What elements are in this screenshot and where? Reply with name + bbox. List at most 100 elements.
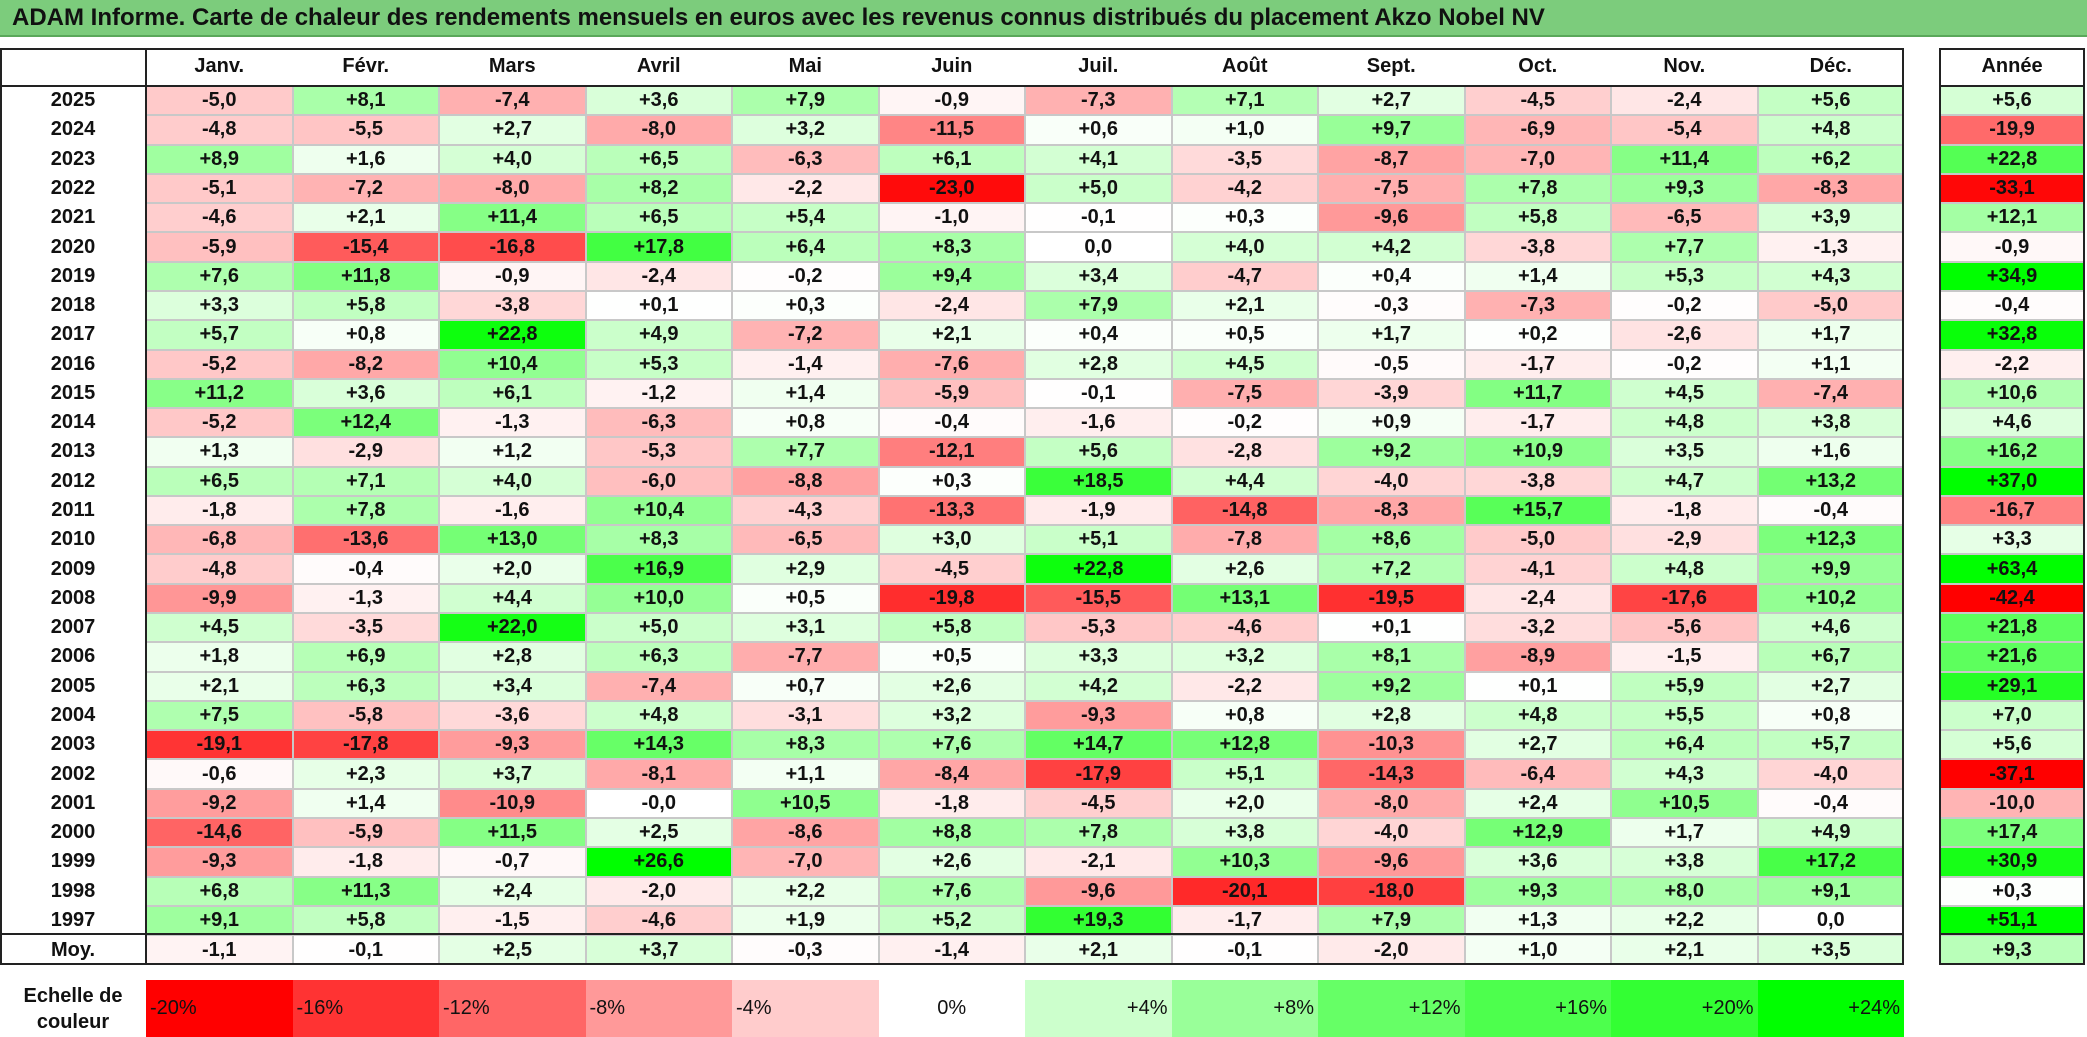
heatmap-cell: +0,5 [1171,320,1318,350]
heatmap-cell: +0,4 [1318,261,1465,291]
color-scale-swatch: +24% [1757,980,1904,1037]
heatmap-cell: -1,8 [146,495,293,526]
heatmap-cell: +6,1 [878,144,1025,174]
heatmap-cell: +6,3 [585,642,732,672]
heatmap-cell: +5,8 [1464,203,1611,233]
heatmap-cell: +9,7 [1318,115,1465,145]
heatmap-cell: -5,9 [878,378,1025,409]
heatmap-cell: -5,9 [146,232,293,262]
annual-cell: -0,9 [1939,232,2085,262]
heatmap-cell: +14,7 [1025,730,1172,760]
heatmap-cell: -17,8 [292,730,439,760]
heatmap-cell: +2,6 [1171,554,1318,584]
heatmap-cell: +2,9 [732,554,879,584]
annual-cell: +10,6 [1939,378,2085,409]
heatmap-cell: -7,0 [732,847,879,877]
heatmap-cell: +10,5 [732,788,879,818]
annual-cell: +30,9 [1939,847,2085,877]
annual-cell: +0,3 [1939,876,2085,906]
heatmap-cell: +3,6 [585,86,732,116]
heatmap-cell: -13,6 [292,525,439,555]
color-scale-swatch: +16% [1464,980,1611,1037]
annual-cell: +37,0 [1939,466,2085,496]
heatmap-cell: -8,4 [878,759,1025,789]
heatmap-cell: +11,8 [292,261,439,291]
heatmap-cell: -0,2 [732,261,879,291]
heatmap-cell: -18,0 [1318,876,1465,906]
year-label: 2022 [50,176,96,199]
heatmap-cell: +2,0 [439,554,586,584]
color-scale-swatch: 0% [878,980,1025,1037]
heatmap-cell: -9,6 [1318,847,1465,877]
heatmap-cell: +4,8 [1611,408,1758,438]
heatmap-cell: +0,9 [1318,408,1465,438]
annual-header: Année [1981,55,2043,77]
heatmap-cell: +8,1 [292,86,439,116]
heatmap-cell: +0,8 [1171,700,1318,731]
heatmap-cell: +3,3 [146,290,293,321]
heatmap-cell: -1,3 [439,408,586,438]
heatmap-cell: +15,7 [1464,495,1611,526]
heatmap-cell: -6,9 [1464,115,1611,145]
heatmap-cell: +17,2 [1757,847,1904,877]
annual-cell: +4,6 [1939,408,2085,438]
heatmap-cell: -16,8 [439,232,586,262]
heatmap-cell: -0,9 [439,261,586,291]
heatmap-cell: -0,1 [1025,378,1172,409]
heatmap-cell: -9,3 [1025,700,1172,731]
heatmap-cell: +2,6 [878,847,1025,877]
heatmap-cell: -7,4 [439,86,586,116]
heatmap-cell: -1,8 [878,788,1025,818]
heatmap-cell: +0,8 [1757,700,1904,731]
heatmap-cell: -1,6 [439,495,586,526]
heatmap-cell: -0,2 [1611,349,1758,379]
heatmap-cell: -17,9 [1025,759,1172,789]
year-label: 2000 [50,821,96,844]
heatmap-cell: +2,1 [1171,290,1318,321]
annual-cell: +21,8 [1939,613,2085,643]
year-label: 2016 [50,352,96,375]
heatmap-cell: 0,0 [1025,232,1172,262]
heatmap-cell: +0,1 [1464,671,1611,701]
heatmap-cell: +10,3 [1171,847,1318,877]
heatmap-cell: -6,3 [585,408,732,438]
heatmap-cell: +11,5 [439,818,586,848]
heatmap-cell: +1,7 [1318,320,1465,350]
heatmap-cell: +0,4 [1025,320,1172,350]
heatmap-cell: -0,1 [1025,203,1172,233]
heatmap-cell: -0,0 [585,788,732,818]
heatmap-cell: +4,9 [1757,818,1904,848]
heatmap-cell: -2,0 [585,876,732,906]
heatmap-cell: +0,6 [1025,115,1172,145]
heatmap-cell: -15,4 [292,232,439,262]
heatmap-cell: +2,7 [439,115,586,145]
heatmap-cell: -7,3 [1025,86,1172,116]
year-label: 2008 [50,586,96,609]
annual-cell: +29,1 [1939,671,2085,701]
heatmap-cell: +0,1 [1318,613,1465,643]
heatmap-cell: +7,9 [732,86,879,116]
heatmap-cell: +3,2 [878,700,1025,731]
heatmap-cell: +3,2 [1171,642,1318,672]
heatmap-cell: -9,3 [439,730,586,760]
year-label: 2019 [50,264,96,287]
heatmap-cell: +5,9 [1611,671,1758,701]
heatmap-cell: -8,3 [1757,173,1904,204]
heatmap-cell: +1,2 [439,437,586,467]
heatmap-cell: -3,1 [732,700,879,731]
heatmap-cell: +9,3 [1464,876,1611,906]
heatmap-cell: -8,0 [439,173,586,204]
heatmap-cell: -7,2 [292,173,439,204]
heatmap-cell: +7,8 [1025,818,1172,848]
heatmap-cell: +6,3 [292,671,439,701]
heatmap-cell: +4,5 [1611,378,1758,409]
heatmap-cell: +7,5 [146,700,293,731]
heatmap-cell: +6,4 [1611,730,1758,760]
heatmap-cell: +0,2 [1464,320,1611,350]
heatmap-cell: +4,7 [1611,466,1758,496]
header-separator [1939,85,2085,87]
heatmap-cell: +5,1 [1025,525,1172,555]
year-column-separator [145,48,147,965]
heatmap-cell: +0,8 [732,408,879,438]
heatmap-cell: -9,6 [1318,203,1465,233]
